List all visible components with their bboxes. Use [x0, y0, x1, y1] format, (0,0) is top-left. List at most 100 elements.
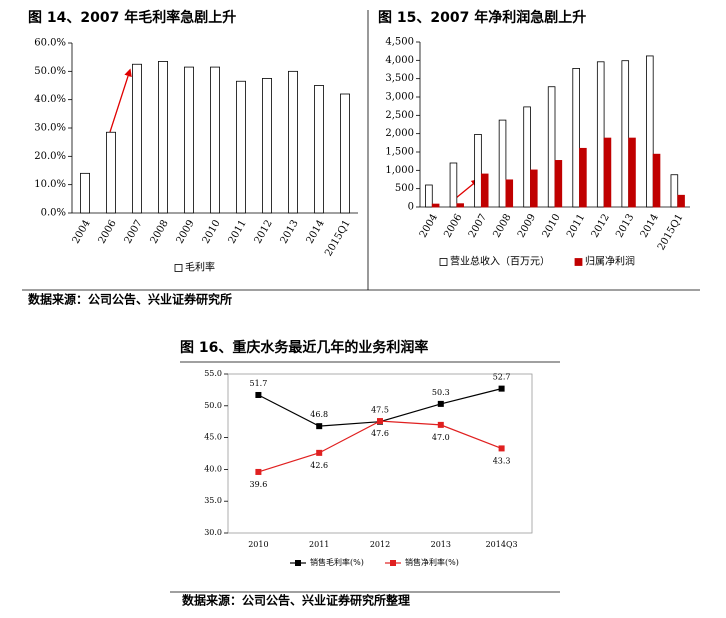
data-label: 46.8	[310, 410, 328, 419]
x-tick-label: 2011	[309, 540, 329, 549]
legend-marker	[390, 560, 396, 566]
bar	[132, 63, 142, 214]
x-tick-label: 2015Q1	[323, 218, 353, 258]
x-tick-label: 2007	[467, 212, 489, 240]
legend-label: 销售毛利率(%)	[310, 557, 364, 567]
legend-swatch	[574, 258, 583, 266]
bar	[158, 61, 168, 214]
x-tick-label: 2006	[97, 218, 119, 246]
legend-swatch	[174, 264, 183, 272]
y-tick-label: 45.0	[204, 433, 222, 442]
y-tick-label: 2,500	[385, 110, 414, 121]
bar	[474, 133, 482, 208]
chart-title: 图 16、重庆水务最近几年的业务利润率	[180, 339, 428, 356]
y-tick-label: 35.0	[204, 496, 222, 505]
legend-marker	[295, 560, 301, 566]
bar	[236, 80, 246, 214]
y-tick-label: 20.0%	[34, 151, 66, 162]
y-tick-label: 0	[408, 202, 414, 213]
data-label: 50.3	[432, 388, 450, 397]
y-tick-label: 500	[395, 183, 414, 194]
bar	[340, 93, 350, 214]
bar	[498, 119, 507, 208]
data-label: 47.5	[371, 406, 389, 415]
source: 数据来源：公司公告、兴业证券研究所整理	[182, 593, 410, 608]
plot-frame	[227, 373, 533, 534]
x-tick-label: 2014	[639, 212, 661, 240]
point	[255, 468, 262, 475]
data-label: 39.6	[249, 480, 267, 489]
data-label: 52.7	[493, 373, 511, 382]
x-tick-label: 2012	[370, 540, 390, 549]
bar	[530, 169, 538, 208]
y-tick-label: 1,500	[385, 147, 414, 158]
bar	[547, 86, 556, 208]
legend-label: 归属净利润	[585, 255, 635, 268]
point	[437, 400, 444, 407]
x-tick-label: 2011	[227, 218, 249, 246]
x-tick-label: 2010	[248, 540, 268, 549]
legend-label: 销售净利率(%)	[405, 557, 459, 567]
legend-label: 营业总收入（百万元）	[450, 255, 550, 268]
point	[498, 385, 505, 392]
x-tick-label: 2014	[305, 218, 327, 246]
bar	[677, 194, 685, 208]
y-tick-label: 50.0	[204, 401, 222, 410]
x-tick-label: 2009	[175, 218, 197, 246]
y-tick-label: 3,000	[385, 92, 414, 103]
bar	[288, 70, 298, 214]
x-tick-label: 2008	[149, 218, 171, 246]
bar	[314, 85, 324, 214]
y-tick-label: 60.0%	[34, 38, 66, 49]
x-tick-label: 2008	[491, 212, 513, 240]
legend-label: 毛利率	[185, 261, 215, 274]
arrow	[109, 68, 132, 133]
y-tick-label: 4,500	[385, 37, 414, 48]
x-tick-label: 2004	[71, 218, 93, 246]
data-label: 43.3	[493, 456, 511, 465]
bar	[523, 106, 531, 208]
bar	[431, 203, 440, 208]
x-tick-label: 2007	[123, 218, 145, 246]
x-tick-label: 2009	[516, 212, 538, 240]
bar	[670, 174, 679, 208]
chart-title: 图 15、2007 年净利润急剧上升	[378, 9, 586, 26]
x-tick-label: 2010	[541, 212, 563, 240]
y-tick-label: 50.0%	[34, 66, 66, 77]
x-tick-label: 2013	[614, 212, 636, 240]
x-tick-label: 2014Q3	[486, 540, 518, 549]
bar	[628, 137, 636, 208]
x-tick-label: 2004	[418, 212, 440, 240]
bar	[210, 66, 220, 214]
bar	[80, 172, 90, 214]
bar	[106, 131, 116, 214]
source: 数据来源：公司公告、兴业证券研究所	[28, 292, 232, 307]
y-tick-label: 2,000	[385, 128, 414, 139]
x-tick-label: 2011	[565, 212, 587, 240]
y-tick-label: 1,000	[385, 165, 414, 176]
bar	[480, 173, 489, 208]
y-tick-label: 0.0%	[41, 208, 66, 219]
point	[255, 391, 262, 398]
bar	[505, 179, 514, 208]
y-tick-label: 55.0	[204, 369, 222, 378]
y-tick-label: 40.0%	[34, 94, 66, 105]
legend-swatch	[439, 258, 448, 266]
x-tick-label: 2010	[201, 218, 223, 246]
y-tick-label: 3,500	[385, 73, 414, 84]
bar	[554, 160, 563, 208]
bar	[603, 137, 612, 208]
point	[437, 421, 444, 428]
y-tick-label: 30.0%	[34, 123, 66, 134]
bar	[579, 147, 587, 208]
point	[316, 423, 323, 430]
point	[316, 449, 323, 456]
bar	[572, 68, 580, 208]
data-label: 51.7	[249, 379, 267, 388]
bar	[449, 162, 458, 208]
bar	[425, 184, 433, 208]
x-tick-label: 2012	[253, 218, 275, 246]
y-tick-label: 10.0%	[34, 179, 66, 190]
point	[377, 418, 383, 425]
